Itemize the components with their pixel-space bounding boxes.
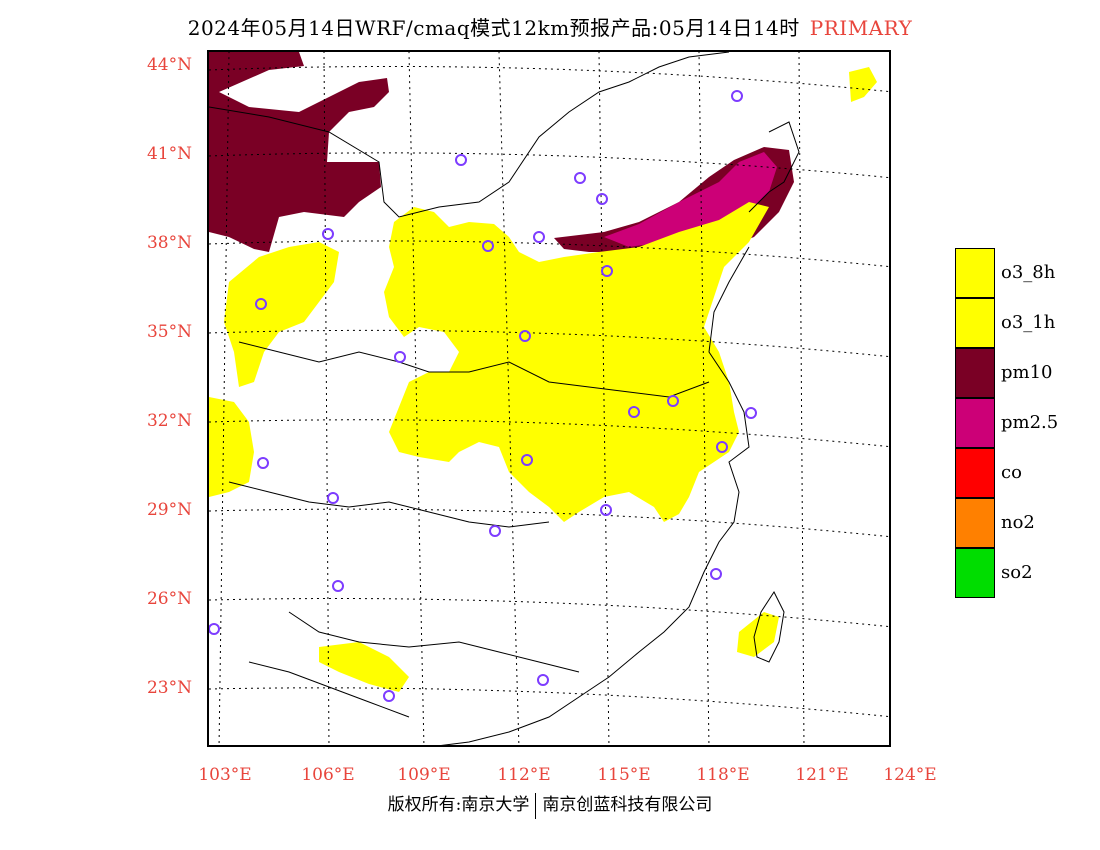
- graticule: [209, 52, 889, 745]
- city-marker: [257, 457, 269, 469]
- city-marker: [394, 351, 406, 363]
- city-marker: [710, 568, 722, 580]
- lon-label: 103°E: [198, 765, 252, 785]
- copyright-footer: 版权所有:南京大学 南京创蓝科技有限公司: [0, 790, 1100, 819]
- legend: o3_8h o3_1h pm10 pm2.5 co no2 so2: [955, 248, 1075, 598]
- lon-label: 124°E: [883, 765, 937, 785]
- city-marker: [255, 298, 267, 310]
- city-marker: [600, 504, 612, 516]
- o3-region-northeast: [849, 67, 877, 102]
- legend-swatch: [955, 498, 995, 548]
- city-marker: [383, 690, 395, 702]
- legend-item-o3-1h: o3_1h: [955, 298, 1075, 348]
- lon-label: 118°E: [696, 765, 750, 785]
- copyright-left: 版权所有:南京大学: [387, 795, 530, 815]
- city-marker: [519, 330, 531, 342]
- legend-item-pm25: pm2.5: [955, 398, 1075, 448]
- city-marker: [601, 265, 613, 277]
- city-marker: [574, 172, 586, 184]
- city-marker: [745, 407, 757, 419]
- lat-label: 35°N: [146, 322, 192, 342]
- legend-label: o3_8h: [1001, 262, 1056, 283]
- city-marker: [667, 395, 679, 407]
- legend-item-so2: so2: [955, 548, 1075, 598]
- pm25-region-bohai: [604, 152, 777, 247]
- legend-label: pm10: [1001, 362, 1053, 383]
- legend-item-pm10: pm10: [955, 348, 1075, 398]
- lon-label: 109°E: [397, 765, 451, 785]
- legend-item-co: co: [955, 448, 1075, 498]
- legend-swatch: [955, 298, 995, 348]
- legend-label: so2: [1001, 562, 1033, 583]
- legend-label: pm2.5: [1001, 412, 1059, 433]
- title-main: 2024年05月14日WRF/cmaq模式12km预报产品:05月14日14时: [187, 16, 800, 40]
- map-canvas: [209, 52, 889, 745]
- boundaries: [209, 52, 800, 745]
- city-marker: [533, 231, 545, 243]
- legend-label: no2: [1001, 512, 1035, 533]
- lon-label: 112°E: [497, 765, 551, 785]
- lon-label: 115°E: [597, 765, 651, 785]
- city-marker: [322, 228, 334, 240]
- legend-item-o3-8h: o3_8h: [955, 248, 1075, 298]
- o3-region-sichuan: [209, 397, 254, 497]
- pollutant-map[interactable]: [207, 50, 891, 747]
- city-marker: [455, 154, 467, 166]
- o3-region-central: [384, 202, 769, 522]
- legend-swatch: [955, 448, 995, 498]
- lat-label: 38°N: [146, 233, 192, 253]
- legend-swatch: [955, 548, 995, 598]
- city-marker: [489, 525, 501, 537]
- lon-label: 106°E: [301, 765, 355, 785]
- o3-region-south: [319, 642, 409, 692]
- legend-swatch: [955, 248, 995, 298]
- lat-label: 41°N: [146, 144, 192, 164]
- pm10-region-northwest: [209, 52, 389, 252]
- city-marker: [327, 492, 339, 504]
- legend-swatch: [955, 398, 995, 448]
- map-title: 2024年05月14日WRF/cmaq模式12km预报产品:05月14日14时 P…: [0, 12, 1100, 41]
- city-marker: [482, 240, 494, 252]
- lat-label: 29°N: [146, 500, 192, 520]
- legend-label: co: [1001, 462, 1022, 483]
- city-marker: [731, 90, 743, 102]
- city-marker: [209, 623, 220, 635]
- legend-swatch: [955, 348, 995, 398]
- city-marker: [332, 580, 344, 592]
- title-tag: PRIMARY: [809, 16, 913, 40]
- city-markers: [209, 90, 757, 702]
- city-marker: [521, 454, 533, 466]
- lat-label: 23°N: [146, 678, 192, 698]
- legend-label: o3_1h: [1001, 312, 1056, 333]
- lat-label: 32°N: [146, 411, 192, 431]
- copyright-right: 南京创蓝科技有限公司: [542, 795, 713, 815]
- city-marker: [716, 441, 728, 453]
- legend-item-no2: no2: [955, 498, 1075, 548]
- lat-label: 44°N: [146, 55, 192, 75]
- city-marker: [596, 193, 608, 205]
- o3-region-west: [224, 242, 339, 387]
- lon-label: 121°E: [795, 765, 849, 785]
- city-marker: [628, 406, 640, 418]
- city-marker: [537, 674, 549, 686]
- footer-divider: [535, 792, 537, 819]
- lat-label: 26°N: [146, 589, 192, 609]
- o3-region-taiwan-strait: [737, 612, 779, 657]
